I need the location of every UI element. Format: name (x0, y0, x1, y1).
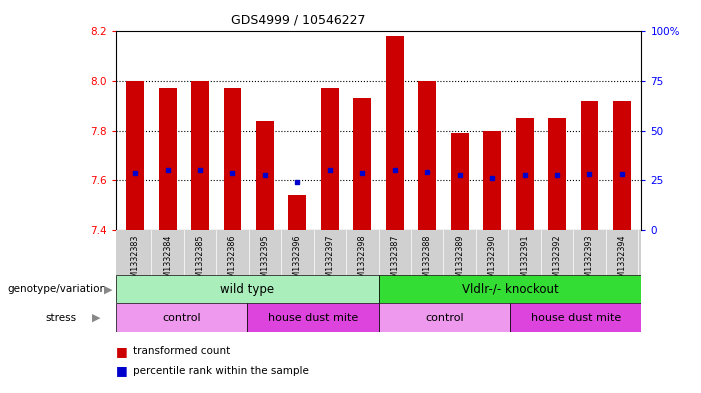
Bar (379, 275, 641, 303)
Bar (224, 88, 241, 230)
Text: wild type: wild type (220, 283, 274, 296)
Text: GSM1332395: GSM1332395 (261, 234, 269, 288)
Text: house dust mite: house dust mite (268, 312, 358, 323)
Bar (580, 101, 599, 230)
Text: GSM1332398: GSM1332398 (358, 234, 367, 288)
Text: ■: ■ (116, 345, 128, 358)
Text: Vldlr-/- knockout: Vldlr-/- knockout (461, 283, 559, 296)
Bar (379, 303, 510, 332)
Bar (256, 121, 274, 230)
Bar (158, 88, 177, 230)
Bar (191, 81, 209, 230)
Bar (483, 130, 501, 230)
Bar (510, 303, 641, 332)
Bar (613, 101, 631, 230)
Bar (116, 303, 247, 332)
Text: GSM1332389: GSM1332389 (455, 234, 464, 288)
Text: ■: ■ (116, 364, 128, 378)
Text: control: control (162, 312, 200, 323)
Bar (247, 303, 379, 332)
Text: percentile rank within the sample: percentile rank within the sample (133, 366, 309, 376)
Text: ▶: ▶ (92, 312, 100, 323)
Text: GSM1332391: GSM1332391 (520, 234, 529, 288)
Bar (289, 195, 306, 230)
Text: GSM1332390: GSM1332390 (488, 234, 496, 288)
Text: genotype/variation: genotype/variation (7, 284, 106, 294)
Text: GSM1332392: GSM1332392 (552, 234, 562, 288)
Text: GSM1332397: GSM1332397 (325, 234, 334, 288)
Text: GSM1332386: GSM1332386 (228, 234, 237, 288)
Text: transformed count: transformed count (133, 346, 231, 356)
Bar (353, 98, 372, 230)
Text: GDS4999 / 10546227: GDS4999 / 10546227 (231, 14, 366, 27)
Bar (116, 275, 379, 303)
Text: GSM1332393: GSM1332393 (585, 234, 594, 288)
Bar (126, 81, 144, 230)
Text: GSM1332394: GSM1332394 (618, 234, 627, 288)
Text: GSM1332388: GSM1332388 (423, 234, 432, 288)
Bar (321, 88, 339, 230)
Text: GSM1332385: GSM1332385 (196, 234, 205, 288)
Text: ▶: ▶ (104, 284, 112, 294)
Text: control: control (425, 312, 463, 323)
Bar (418, 81, 436, 230)
Bar (516, 118, 533, 230)
Text: GSM1332384: GSM1332384 (163, 234, 172, 288)
Text: stress: stress (46, 312, 76, 323)
Bar (548, 118, 566, 230)
Text: GSM1332383: GSM1332383 (130, 234, 139, 288)
Text: GSM1332396: GSM1332396 (293, 234, 302, 288)
Text: GSM1332387: GSM1332387 (390, 234, 400, 288)
Bar (386, 37, 404, 230)
Text: house dust mite: house dust mite (531, 312, 621, 323)
Bar (451, 133, 468, 230)
